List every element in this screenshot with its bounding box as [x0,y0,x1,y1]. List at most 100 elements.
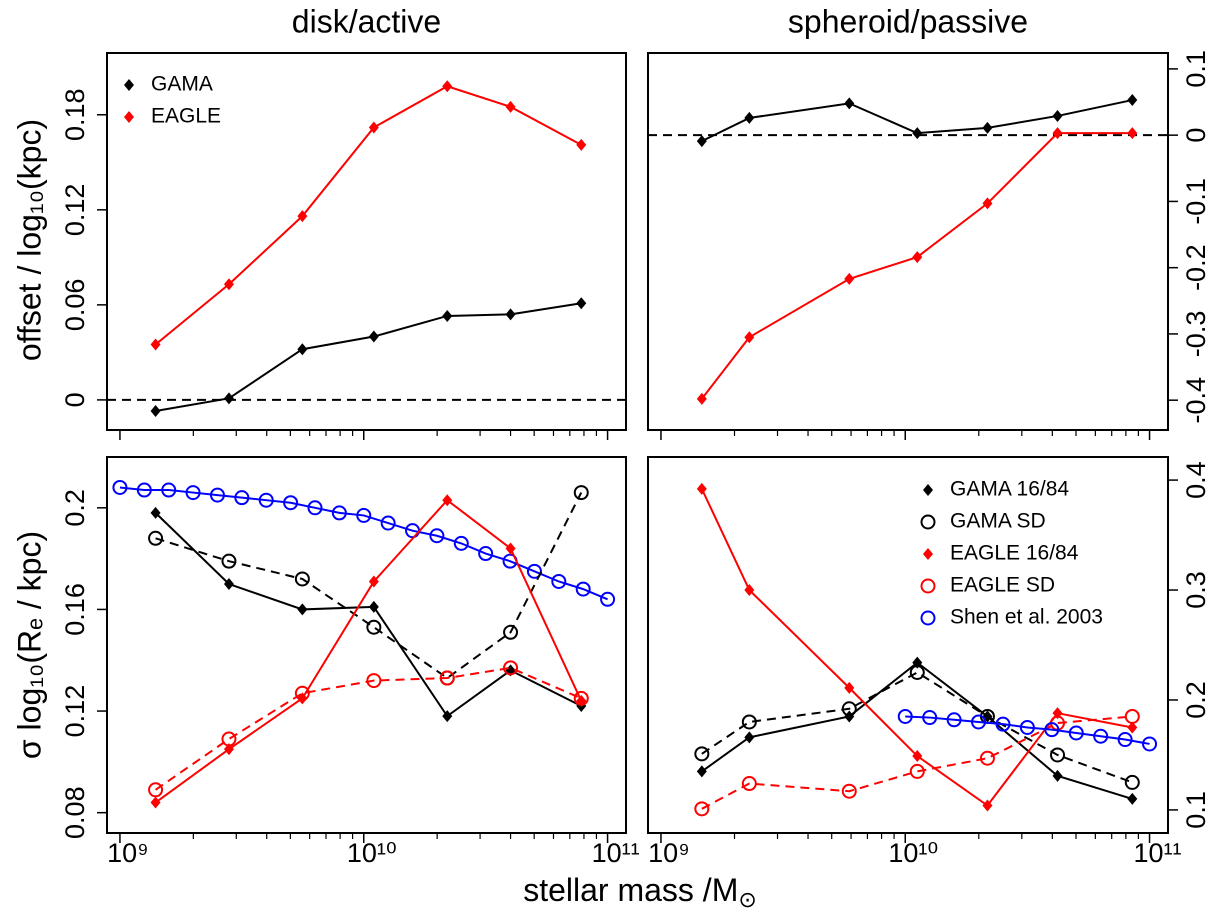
series-line [154,666,582,791]
marker [366,673,382,689]
marker [503,624,519,640]
marker [600,591,616,607]
x-tick-label: 10¹⁰ [888,838,938,868]
panel: 0.1 0.2 0.3 0.4 10⁹ 10¹⁰ 10¹¹ GAMA 16/84 GAMA SD… [647,456,1211,868]
marker [1142,736,1158,752]
marker [294,571,310,587]
marker [1019,719,1035,735]
legend-label: Shen et al. 2003 [950,606,1103,629]
marker [912,251,923,264]
x-axis-label-text: stellar mass /M [523,872,738,908]
marker [696,392,707,405]
marker [575,581,591,597]
series-line [905,715,1150,745]
y-tick-label: 0.18 [60,88,90,141]
marker [161,482,177,498]
x-axis-label-subscript: ⊙ [738,887,756,912]
y-tick-label: 0.2 [1181,681,1211,719]
marker [979,750,995,766]
marker [971,714,987,730]
panel-title: spheroid/passive [788,3,1028,39]
series-line [701,132,1133,400]
marker [307,500,323,516]
y-tick-label: 0 [60,392,90,407]
series-line [155,302,582,412]
marker [1052,769,1063,782]
marker [150,404,161,417]
y-axis-label: offset / log₁₀(kpc) [11,119,47,361]
y-tick-label: -0.3 [1181,311,1211,358]
marker [148,530,164,546]
marker [185,485,201,501]
marker [982,799,993,812]
y-tick-label: 0.12 [60,685,90,738]
y-tick-label: 0.4 [1181,461,1211,499]
marker [982,121,993,134]
marker [696,765,707,778]
marker [442,710,453,723]
legend-marker [920,514,936,530]
marker [368,575,379,588]
marker [744,111,755,124]
marker [995,716,1011,732]
plot-frame [106,52,627,431]
marker [573,690,589,706]
panel: 0.08 0.12 0.16 0.2 10⁹ 10¹⁰ 10¹¹ [60,456,640,868]
marker [368,121,379,134]
y-tick-label: 0.1 [1181,50,1211,88]
marker [150,796,161,809]
x-tick-label: 10¹¹ [592,838,640,868]
marker [922,710,938,726]
marker [112,479,128,495]
marker [912,750,923,763]
marker [223,392,234,405]
panel-title: disk/active [292,3,441,39]
y-tick-label: 0.12 [60,184,90,237]
series-line [119,486,608,601]
y-tick-label: 0.2 [60,489,90,527]
marker [331,505,347,521]
marker [844,97,855,110]
marker [844,272,855,285]
marker [841,701,857,717]
marker [150,338,161,351]
marker [258,492,274,508]
marker [946,712,962,728]
marker [453,535,469,551]
panel: spheroid/passive 0.1 0 -0.1 -0.2 -0.3 -0.4 [647,3,1211,440]
marker [439,670,455,686]
marker [909,664,925,680]
series-line [155,492,583,680]
marker [576,297,587,310]
marker [380,515,396,531]
marker [136,482,152,498]
marker [741,776,757,792]
marker [1052,109,1063,122]
x-tick-label: 10⁹ [648,838,690,868]
marker [429,528,445,544]
y-tick-label: -0.4 [1181,377,1211,424]
marker [356,507,372,523]
marker [234,490,250,506]
y-tick-label: 0.06 [60,279,90,332]
marker [221,731,237,747]
series-line [701,671,1133,784]
marker [442,80,453,93]
marker [223,578,234,591]
marker [368,600,379,613]
plot-frame [106,456,627,834]
marker [912,127,923,140]
marker [223,278,234,291]
legend-label: EAGLE [151,105,221,128]
y-tick-label: 0 [1181,128,1211,143]
marker [1127,792,1138,805]
marker [982,197,993,210]
marker [696,135,707,148]
marker [297,603,308,616]
legend-marker [920,610,936,626]
y-tick-label: 0.08 [60,786,90,839]
legend-label: GAMA [151,73,213,96]
legend-marker [923,548,933,560]
marker [209,487,225,503]
